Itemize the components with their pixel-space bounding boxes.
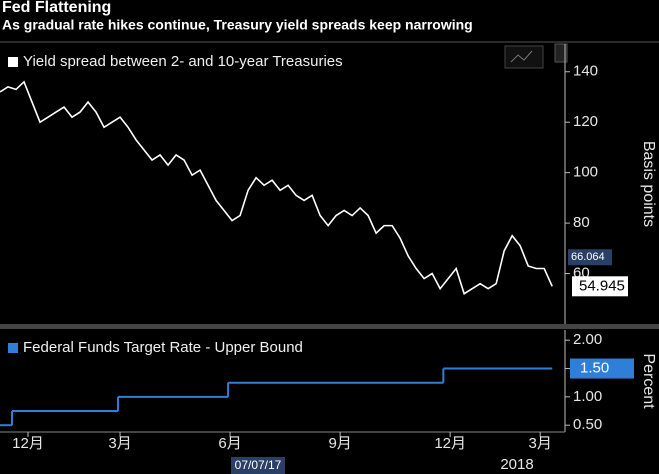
last-value-box: [570, 358, 634, 379]
cursor-box: [231, 457, 285, 474]
y-axis-title: Percent: [640, 353, 657, 409]
y-tick-label: 100: [573, 164, 598, 181]
x-tick-label: 3月: [529, 435, 552, 452]
cursor-label: 07/07/17: [235, 458, 282, 472]
y-axis-title: Basis points: [640, 141, 657, 227]
y-tick-label: 120: [573, 113, 598, 130]
panel-divider: [0, 324, 659, 329]
x-tick-label: 3月: [108, 435, 131, 452]
x-tick-label: 6月: [218, 435, 241, 452]
chart-type-icon: [510, 50, 533, 63]
legend-swatch: [8, 57, 18, 67]
x-tick-label: 12月: [12, 435, 44, 452]
series-line: [0, 80, 553, 295]
x-tick-label: 12月: [434, 435, 466, 452]
zoom-button[interactable]: [554, 43, 568, 63]
legend-swatch: [8, 343, 18, 353]
last-value-box: [572, 276, 628, 297]
y-tick-label: 140: [573, 63, 598, 80]
marker-box: [568, 249, 612, 266]
legend-label: Yield spread between 2- and 10-year Trea…: [23, 53, 343, 70]
y-tick-label: 0.50: [573, 416, 602, 433]
last-value-label: 54.945: [579, 277, 625, 294]
chart-type-button[interactable]: [504, 45, 544, 69]
x-tick-label: 9月: [328, 435, 351, 452]
year-label: 2018: [500, 456, 533, 473]
last-value-label: 1.50: [580, 360, 609, 377]
y-tick-label: 1.00: [573, 388, 602, 405]
marker-label: 66.064: [571, 251, 605, 263]
y-tick-label: 80: [573, 214, 590, 231]
chart-title: Fed Flattening: [2, 0, 111, 16]
chart-subtitle: As gradual rate hikes continue, Treasury…: [2, 17, 473, 33]
legend-label: Federal Funds Target Rate - Upper Bound: [23, 339, 303, 356]
y-tick-label: 2.00: [573, 331, 602, 348]
